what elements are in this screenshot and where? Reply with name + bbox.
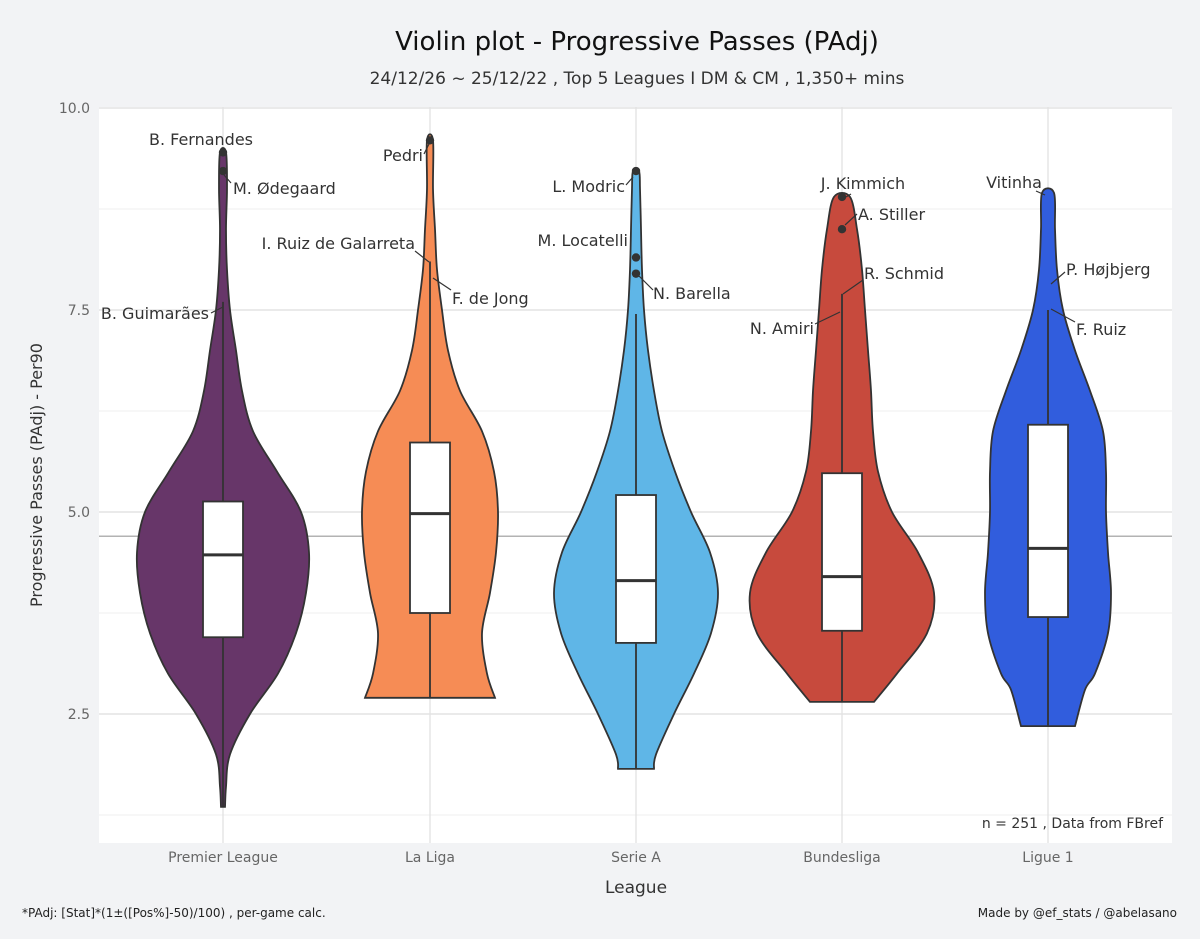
player-label: Vitinha bbox=[986, 173, 1042, 192]
y-tick-label: 5.0 bbox=[68, 505, 90, 521]
outlier-point bbox=[218, 148, 228, 157]
player-label: M. Ødegaard bbox=[233, 179, 336, 198]
player-label: F. de Jong bbox=[452, 289, 529, 308]
chart-subtitle: 24/12/26 ~ 25/12/22 , Top 5 Leagues I DM… bbox=[370, 69, 905, 89]
sample-note: n = 251 , Data from FBref bbox=[982, 816, 1164, 832]
annotation-leader bbox=[638, 275, 654, 291]
outlier-point bbox=[631, 253, 641, 262]
outlier-point bbox=[631, 269, 641, 278]
annotation-leader bbox=[432, 277, 452, 291]
annotation-leader bbox=[1050, 308, 1076, 323]
annotation-leader bbox=[414, 250, 430, 263]
player-label: N. Amiri bbox=[750, 319, 814, 338]
y-tick-label: 2.5 bbox=[68, 707, 90, 723]
annotation-leader bbox=[625, 176, 634, 186]
box-iqr bbox=[409, 441, 451, 614]
box-iqr bbox=[1027, 423, 1069, 618]
footnote-credit: Made by @ef_stats / @abelasano bbox=[978, 906, 1177, 920]
annotation-leader bbox=[1035, 190, 1046, 196]
x-tick-label: La Liga bbox=[405, 850, 455, 866]
x-tick-label: Serie A bbox=[611, 850, 661, 866]
player-label: F. Ruiz bbox=[1076, 320, 1126, 339]
player-label: B. Guimarães bbox=[101, 304, 209, 323]
player-label: L. Modric bbox=[552, 177, 625, 196]
y-tick-label: 7.5 bbox=[68, 303, 90, 319]
player-label: N. Barella bbox=[653, 284, 731, 303]
box-iqr bbox=[615, 494, 657, 644]
x-axis-label: League bbox=[605, 878, 667, 898]
annotation-leader bbox=[423, 143, 430, 155]
player-label: M. Locatelli bbox=[538, 231, 628, 250]
axes: 2.5 5.0 7.5 10.0 Premier League La Liga Serie … bbox=[59, 101, 1074, 866]
player-annotations: B. Fernandes M. Ødegaard B. Guimarães Pedri… bbox=[101, 130, 1151, 339]
annotation-leader bbox=[223, 174, 232, 184]
player-label: A. Stiller bbox=[858, 205, 925, 224]
outlier-point bbox=[425, 136, 435, 145]
chart-title: Violin plot - Progressive Passes (PAdj) bbox=[395, 27, 879, 57]
footnote-formula: *PAdj: [Stat]*(1±([Pos%]-50)/100) , per-… bbox=[22, 906, 326, 920]
violins bbox=[135, 133, 1112, 808]
annotation-leader bbox=[842, 279, 864, 295]
annotation-leader bbox=[845, 193, 852, 198]
outlier-point bbox=[837, 225, 847, 234]
y-axis-label: Progressive Passes (PAdj) - Per90 bbox=[27, 343, 46, 607]
outlier-point bbox=[837, 192, 847, 202]
annotation-leader bbox=[1050, 271, 1066, 285]
player-label: Pedri bbox=[383, 146, 423, 165]
player-label: I. Ruiz de Galarreta bbox=[262, 234, 415, 253]
box-iqr bbox=[821, 472, 863, 632]
x-tick-label: Premier League bbox=[168, 850, 278, 866]
annotation-leader bbox=[814, 311, 841, 325]
annotation-leader bbox=[844, 213, 858, 226]
x-tick-label: Bundesliga bbox=[803, 850, 880, 866]
y-tick-label: 10.0 bbox=[59, 101, 90, 117]
player-label: B. Fernandes bbox=[149, 130, 253, 149]
player-label: J. Kimmich bbox=[820, 174, 905, 193]
box-iqr bbox=[202, 500, 244, 639]
player-label: P. Højbjerg bbox=[1066, 260, 1151, 279]
annotation-leader bbox=[210, 306, 224, 314]
player-label: R. Schmid bbox=[864, 264, 944, 283]
x-tick-label: Ligue 1 bbox=[1022, 850, 1073, 866]
outlier-point bbox=[218, 166, 228, 176]
outlier-point bbox=[631, 166, 641, 176]
